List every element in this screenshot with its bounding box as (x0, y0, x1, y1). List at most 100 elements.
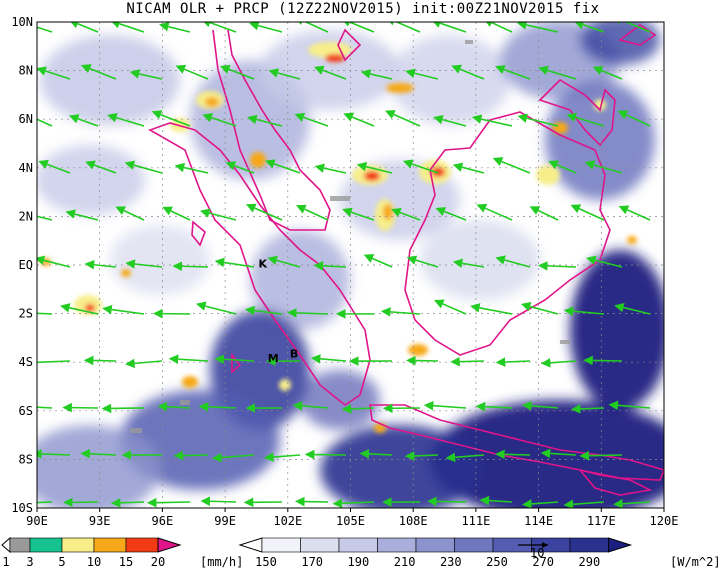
precip-colorbar-segment (9, 537, 31, 553)
wind-arrow (452, 258, 485, 269)
wind-arrow (445, 452, 485, 463)
wind-arrow (201, 22, 237, 33)
wind-arrow (584, 160, 623, 174)
lon-tick-label: 114E (524, 514, 553, 528)
wind-arrow (402, 159, 439, 174)
wind-arrow (495, 449, 531, 460)
wind-arrow (520, 301, 559, 315)
wind-arrow (451, 64, 485, 80)
wind-arrow (479, 495, 513, 506)
wind-arrow (617, 110, 651, 127)
wind-arrow (363, 254, 393, 268)
wind-arrow (102, 304, 145, 315)
olr-colorbar-segment (300, 537, 340, 553)
wind-arrow (202, 113, 237, 127)
wind-arrow (162, 206, 191, 221)
olr-colorbar-tick: 150 (255, 555, 277, 569)
wind-arrow (356, 161, 393, 174)
wind-arrow (37, 312, 53, 315)
wind-arrow (385, 22, 421, 33)
olr-colorbar: 150 170 190 210 230 250 270 290 (238, 537, 633, 569)
lat-tick-label: 4S (19, 355, 33, 369)
wind-arrow (115, 206, 145, 221)
precip-colorbar-tick: 3 (26, 555, 33, 569)
wind-arrow (146, 497, 191, 508)
lon-tick-label: 99E (214, 514, 236, 528)
wind-arrow (68, 22, 99, 33)
olr-colorbar-tick: 270 (532, 555, 554, 569)
wind-arrow (125, 259, 163, 269)
olr-colorbar-segment (415, 537, 455, 553)
lon-tick-label: 96E (152, 514, 174, 528)
coastlines (148, 24, 664, 496)
wind-arrow (83, 355, 117, 366)
wind-arrow (313, 65, 347, 80)
wind-arrow (244, 305, 283, 316)
olr-colorbar-tick: 290 (579, 555, 601, 569)
wind-arrow (214, 257, 255, 268)
wind-arrow (292, 401, 329, 411)
wind-arrow (495, 357, 531, 367)
wind-arrow (431, 22, 467, 33)
wind-arrow (129, 69, 163, 80)
olr-colorbar-tick: 190 (348, 555, 370, 569)
wind-arrow (294, 112, 329, 127)
precip-colorbar-start (1, 536, 11, 554)
wind-arrow (592, 66, 623, 80)
wind-arrow (159, 22, 191, 33)
wind-arrow (583, 355, 623, 366)
wind-arrow (107, 113, 145, 127)
wind-arrow (65, 209, 99, 221)
wind-arrow (37, 501, 53, 504)
wind-arrow (537, 261, 577, 271)
station-marker-b: B (290, 347, 298, 360)
wind-arrow (483, 22, 513, 33)
wind-arrow (199, 208, 237, 221)
wind-arrow (37, 66, 71, 80)
wind-arrow (522, 499, 559, 508)
olr-colorbar-tick: 210 (394, 555, 416, 569)
wind-arrow (247, 114, 283, 127)
wind-arrow (340, 22, 375, 33)
wind-arrow (614, 302, 651, 315)
wind-arrow (548, 160, 577, 174)
wind-arrow (612, 22, 651, 33)
lon-tick-label: 120E (650, 514, 679, 528)
olr-unit-label: [W/m^2] (670, 555, 721, 569)
precip-colorbar-segment (61, 537, 95, 553)
wind-arrow (175, 64, 209, 80)
longitude-axis-labels: 90E 93E 96E 99E 102E 105E 108E 111E 114E 117E 120E (26, 508, 678, 528)
wind-arrow (566, 112, 605, 127)
precip-colorbar: 1 3 5 10 15 20 (1, 536, 182, 569)
wind-arrow (200, 496, 237, 507)
olr-colorbar-segment (261, 537, 301, 553)
lon-tick-label: 105E (336, 514, 365, 528)
wind-arrow (450, 356, 485, 367)
wind-arrow (124, 160, 163, 174)
wind-arrow (85, 160, 117, 174)
olr-colorbar-segment (454, 537, 494, 553)
wind-arrow (267, 255, 301, 268)
lat-tick-label: 10N (11, 15, 33, 29)
lat-tick-label: 8S (19, 452, 33, 466)
olr-shading (37, 22, 664, 508)
wind-arrow (172, 261, 209, 272)
wind-arrow (314, 163, 347, 174)
precip-colorbar-segment (125, 537, 159, 553)
wind-arrow (516, 22, 559, 33)
wind-arrow (492, 157, 531, 174)
lon-tick-label: 108E (399, 514, 428, 528)
precip-colorbar-tick: 5 (58, 555, 65, 569)
wind-arrow (618, 205, 651, 221)
wind-arrow (295, 204, 329, 221)
wind-arrow (495, 255, 531, 268)
lat-tick-label: 6S (19, 404, 33, 418)
wind-arrow (540, 358, 577, 368)
precip-colorbar-tick: 20 (151, 555, 165, 569)
wind-arrow (470, 303, 513, 315)
wind-arrow (168, 354, 209, 364)
wind-arrow (265, 159, 301, 174)
lat-tick-label: 10S (11, 501, 33, 515)
wind-arrow (268, 68, 301, 80)
wind-arrow (475, 401, 513, 412)
